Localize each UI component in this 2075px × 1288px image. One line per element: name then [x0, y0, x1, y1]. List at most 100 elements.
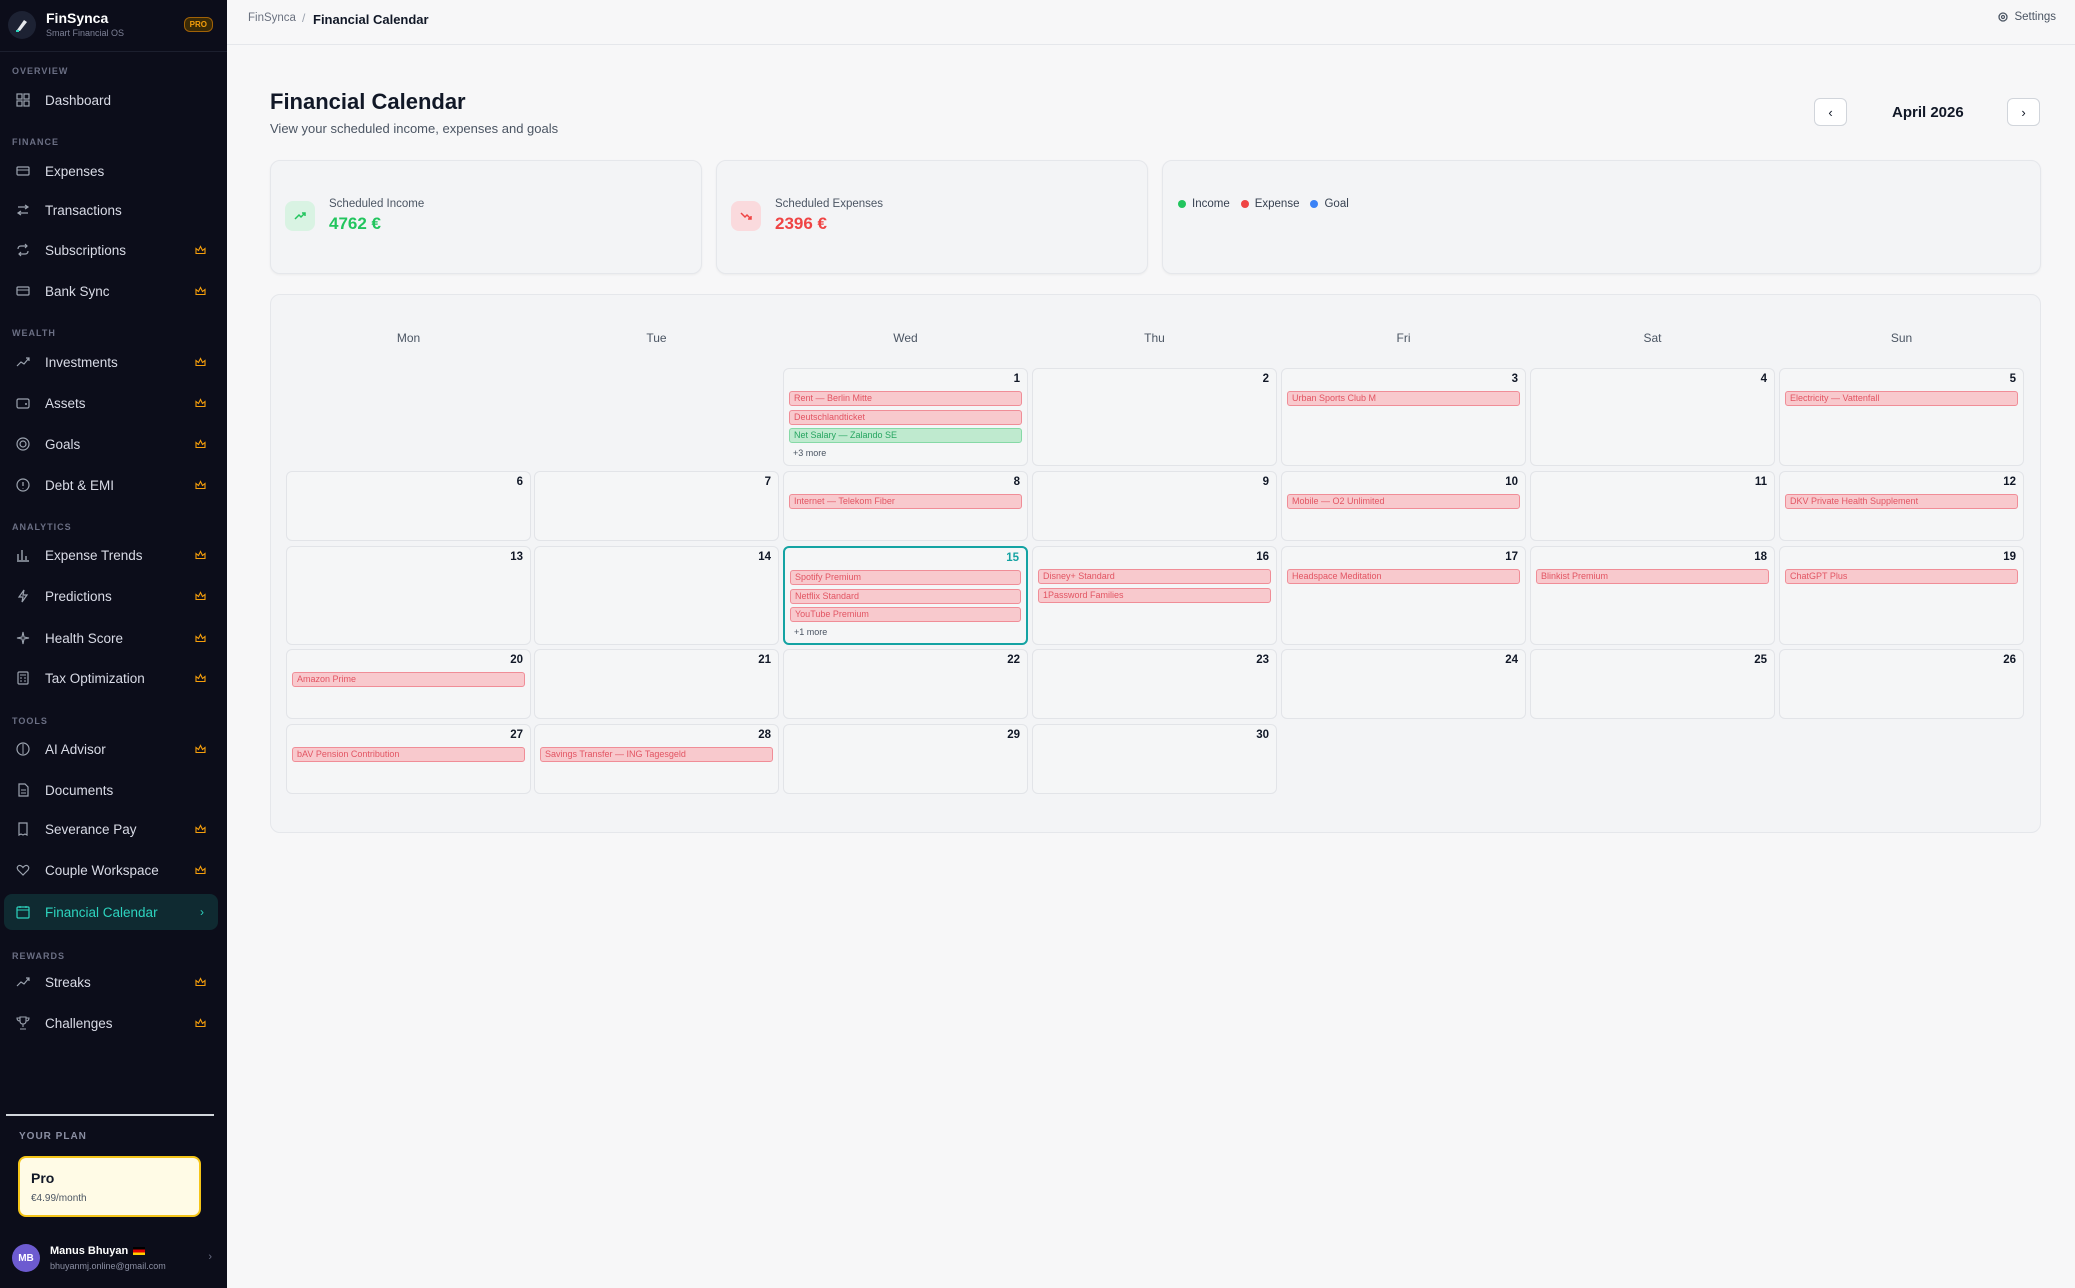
calendar-day-24[interactable]: 24	[1281, 649, 1526, 719]
calendar-event-expense[interactable]: Savings Transfer — ING Tagesgeld	[540, 747, 773, 762]
calendar-day-13[interactable]: 13	[286, 546, 531, 645]
calendar-event-expense[interactable]: ChatGPT Plus	[1785, 569, 2018, 584]
sidebar-item-dashboard[interactable]: Dashboard	[4, 82, 218, 118]
calendar-event-expense[interactable]: Headspace Meditation	[1287, 569, 1520, 584]
sidebar-item-documents[interactable]: Documents	[4, 772, 218, 808]
calendar-day-12[interactable]: 12 DKV Private Health Supplement	[1779, 471, 2024, 541]
plan-label: YOUR PLAN	[19, 1131, 87, 1142]
sidebar-item-transactions[interactable]: Transactions	[4, 192, 218, 228]
income-value: 4762 €	[329, 214, 381, 233]
calendar-day-1[interactable]: 1 Rent — Berlin Mitte Deutschlandticket Net…	[783, 368, 1028, 466]
calendar-day-3[interactable]: 3 Urban Sports Club M	[1281, 368, 1526, 466]
calendar-event-expense[interactable]: DKV Private Health Supplement	[1785, 494, 2018, 509]
breadcrumb-root[interactable]: FinSynca	[248, 12, 296, 24]
sidebar-item-expenses[interactable]: Expenses	[4, 153, 218, 189]
sidebar-item-financial-calendar[interactable]: Financial Calendar ›	[4, 894, 218, 930]
chevron-right-icon: ›	[200, 905, 204, 919]
sidebar: FinSynca Smart Financial OS PRO OVERVIEW…	[0, 0, 227, 1288]
calendar-event-expense[interactable]: Urban Sports Club M	[1287, 391, 1520, 406]
calendar-event-expense[interactable]: 1Password Families	[1038, 587, 1271, 603]
calendar-day-8[interactable]: 8 Internet — Telekom Fiber	[783, 471, 1028, 541]
calendar-event-expense[interactable]: bAV Pension Contribution	[292, 747, 525, 762]
sidebar-item-challenges[interactable]: Challenges	[4, 1005, 218, 1041]
sidebar-item-couple-workspace[interactable]: Couple Workspace	[4, 852, 218, 888]
calculator-icon	[17, 671, 29, 685]
calendar-event-expense[interactable]: Amazon Prime	[292, 672, 525, 687]
sidebar-item-ai-advisor[interactable]: AI Advisor	[4, 731, 218, 767]
calendar-day-10[interactable]: 10 Mobile — O2 Unlimited	[1281, 471, 1526, 541]
calendar-day-29[interactable]: 29	[783, 724, 1028, 794]
sidebar-item-streaks[interactable]: Streaks	[4, 964, 218, 1000]
calendar-day-9[interactable]: 9	[1032, 471, 1277, 541]
sidebar-item-assets[interactable]: Assets	[4, 385, 218, 421]
month-navigator: ‹ April 2026 ›	[1814, 98, 2041, 128]
calendar-event-expense[interactable]: Netflix Standard	[790, 588, 1021, 604]
calendar-day-23[interactable]: 23	[1032, 649, 1277, 719]
sidebar-item-investments[interactable]: Investments	[4, 344, 218, 380]
crown-icon	[195, 480, 206, 490]
more-events-link[interactable]: +3 more	[793, 447, 827, 458]
calendar-day-5[interactable]: 5 Electricity — Vattenfall	[1779, 368, 2024, 466]
calendar-day-2[interactable]: 2	[1032, 368, 1277, 466]
calendar-event-expense[interactable]: YouTube Premium	[790, 607, 1021, 622]
user-profile[interactable]: MB Manus Bhuyan bhuyanmj.online@gmail.co…	[12, 1243, 212, 1275]
calendar-day-18[interactable]: 18 Blinkist Premium	[1530, 546, 1775, 645]
calendar-day-30[interactable]: 30	[1032, 724, 1277, 794]
calendar-event-income[interactable]: Net Salary — Zalando SE	[789, 428, 1022, 443]
calendar-day-27[interactable]: 27 bAV Pension Contribution	[286, 724, 531, 794]
crown-icon	[195, 286, 206, 296]
brand[interactable]: FinSynca Smart Financial OS PRO	[8, 9, 213, 43]
calendar-day-7[interactable]: 7	[534, 471, 779, 541]
gear-icon	[1998, 12, 2009, 22]
prev-month-button[interactable]: ‹	[1814, 98, 1847, 126]
sidebar-item-severance-pay[interactable]: Severance Pay	[4, 811, 218, 847]
day-number: 13	[510, 551, 523, 563]
calendar-day-16[interactable]: 16 Disney+ Standard 1Password Families	[1032, 546, 1277, 645]
day-number: 24	[1505, 654, 1518, 666]
section-finance: FINANCE	[12, 137, 59, 147]
settings-label: Settings	[2014, 11, 2056, 23]
calendar-event-expense[interactable]: Deutschlandticket	[789, 409, 1022, 425]
calendar-event-expense[interactable]: Rent — Berlin Mitte	[789, 391, 1022, 406]
sidebar-item-health-score[interactable]: Health Score	[4, 620, 218, 656]
sidebar-item-label: Transactions	[45, 202, 122, 218]
crown-icon	[195, 744, 206, 754]
sidebar-item-expense-trends[interactable]: Expense Trends	[4, 537, 218, 573]
user-name-text: Manus Bhuyan	[50, 1245, 129, 1257]
chevron-right-icon: ›	[2021, 104, 2026, 120]
more-events-link[interactable]: +1 more	[794, 626, 828, 637]
sidebar-item-debt-emi[interactable]: Debt & EMI	[4, 467, 218, 503]
sidebar-item-bank-sync[interactable]: Bank Sync	[4, 273, 218, 309]
day-number: 16	[1256, 551, 1269, 563]
calendar-day-21[interactable]: 21	[534, 649, 779, 719]
calendar-day-19[interactable]: 19 ChatGPT Plus	[1779, 546, 2024, 645]
calendar-day-26[interactable]: 26	[1779, 649, 2024, 719]
sidebar-item-label: Expense Trends	[45, 547, 143, 563]
sidebar-item-label: Investments	[45, 354, 118, 370]
trend-up-icon	[16, 977, 30, 987]
calendar-day-28[interactable]: 28 Savings Transfer — ING Tagesgeld	[534, 724, 779, 794]
calendar-day-25[interactable]: 25	[1530, 649, 1775, 719]
sidebar-item-tax-optimization[interactable]: Tax Optimization	[4, 660, 218, 696]
calendar-day-17[interactable]: 17 Headspace Meditation	[1281, 546, 1526, 645]
calendar-day-4[interactable]: 4	[1530, 368, 1775, 466]
calendar-day-11[interactable]: 11	[1530, 471, 1775, 541]
calendar-day-22[interactable]: 22	[783, 649, 1028, 719]
calendar-event-expense[interactable]: Spotify Premium	[790, 570, 1021, 585]
calendar-day-6[interactable]: 6	[286, 471, 531, 541]
next-month-button[interactable]: ›	[2007, 98, 2040, 126]
calendar-event-expense[interactable]: Mobile — O2 Unlimited	[1287, 494, 1520, 509]
sidebar-item-subscriptions[interactable]: Subscriptions	[4, 232, 218, 268]
calendar-day-20[interactable]: 20 Amazon Prime	[286, 649, 531, 719]
calendar-event-expense[interactable]: Internet — Telekom Fiber	[789, 494, 1022, 509]
calendar-day-15[interactable]: 15 Spotify Premium Netflix Standard YouTube…	[783, 546, 1028, 645]
calendar-event-expense[interactable]: Electricity — Vattenfall	[1785, 391, 2018, 406]
calendar-day-14[interactable]: 14	[534, 546, 779, 645]
plan-card[interactable]: Pro €4.99/month	[18, 1156, 201, 1217]
divider	[0, 51, 227, 52]
sidebar-item-predictions[interactable]: Predictions	[4, 578, 218, 614]
calendar-event-expense[interactable]: Disney+ Standard	[1038, 569, 1271, 584]
sidebar-item-goals[interactable]: Goals	[4, 426, 218, 462]
settings-button[interactable]: Settings	[1997, 11, 2056, 23]
calendar-event-expense[interactable]: Blinkist Premium	[1536, 569, 1769, 584]
